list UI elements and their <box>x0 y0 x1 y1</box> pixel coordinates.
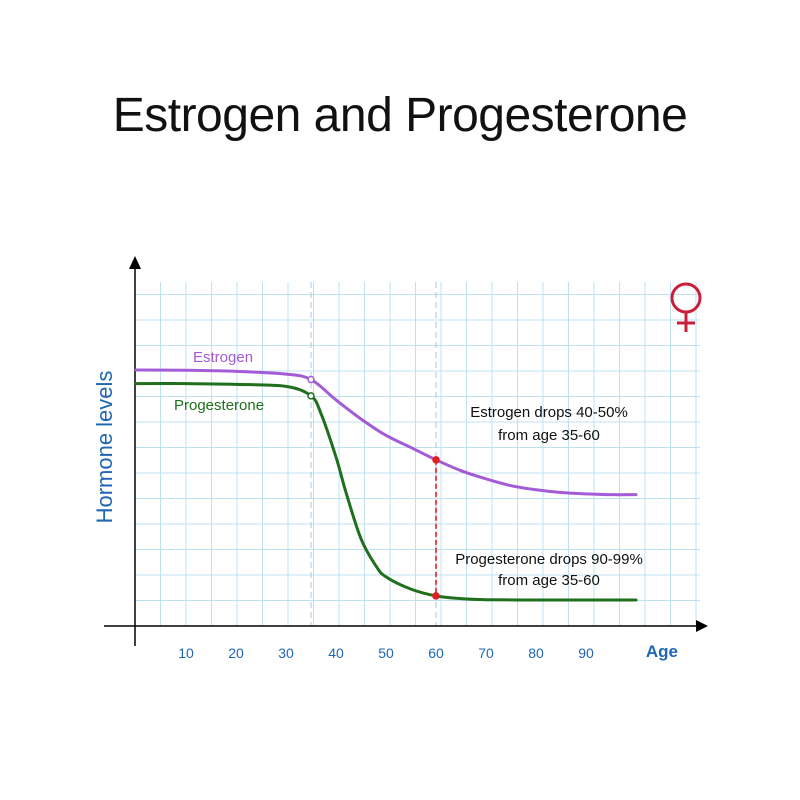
female-symbol-icon <box>670 282 702 332</box>
x-tick-label: 40 <box>328 645 344 661</box>
series-label-estrogen: Estrogen <box>193 349 253 366</box>
series-line-estrogen <box>134 368 638 497</box>
series-lines <box>134 368 638 602</box>
progesterone-drop-annotation-line2: from age 35-60 <box>498 572 600 589</box>
reference-lines <box>310 282 437 626</box>
marker-progesterone-age-35 <box>307 392 315 400</box>
x-tick-label: 20 <box>228 645 244 661</box>
estrogen-drop-annotation-line2: from age 35-60 <box>498 427 600 444</box>
y-axis-label: Hormone levels <box>92 371 117 524</box>
progesterone-drop-annotation-line1: Progesterone drops 90-99% <box>455 551 643 568</box>
page-title: Estrogen and Progesterone <box>112 89 688 142</box>
series-markers <box>307 375 440 600</box>
x-tick-label: 60 <box>428 645 444 661</box>
x-tick-labels: 10 20 30 40 50 60 70 80 90 <box>178 645 594 661</box>
x-tick-label: 10 <box>178 645 194 661</box>
estrogen-drop-annotation-line1: Estrogen drops 40-50% <box>470 404 628 421</box>
grid <box>135 282 700 626</box>
x-tick-label: 50 <box>378 645 394 661</box>
x-tick-label: 80 <box>528 645 544 661</box>
x-tick-label: 90 <box>578 645 594 661</box>
axes <box>104 256 708 646</box>
x-tick-label: 70 <box>478 645 494 661</box>
marker-estrogen-age-60 <box>432 456 440 464</box>
series-line-progesterone <box>134 382 638 602</box>
series-label-progesterone: Progesterone <box>174 397 264 414</box>
y-axis-arrow <box>129 256 141 269</box>
x-tick-label: 30 <box>278 645 294 661</box>
marker-estrogen-age-35 <box>307 375 315 384</box>
x-axis-arrow <box>696 620 708 632</box>
marker-progesterone-age-60 <box>432 592 440 600</box>
x-axis-label: Age <box>646 642 678 661</box>
